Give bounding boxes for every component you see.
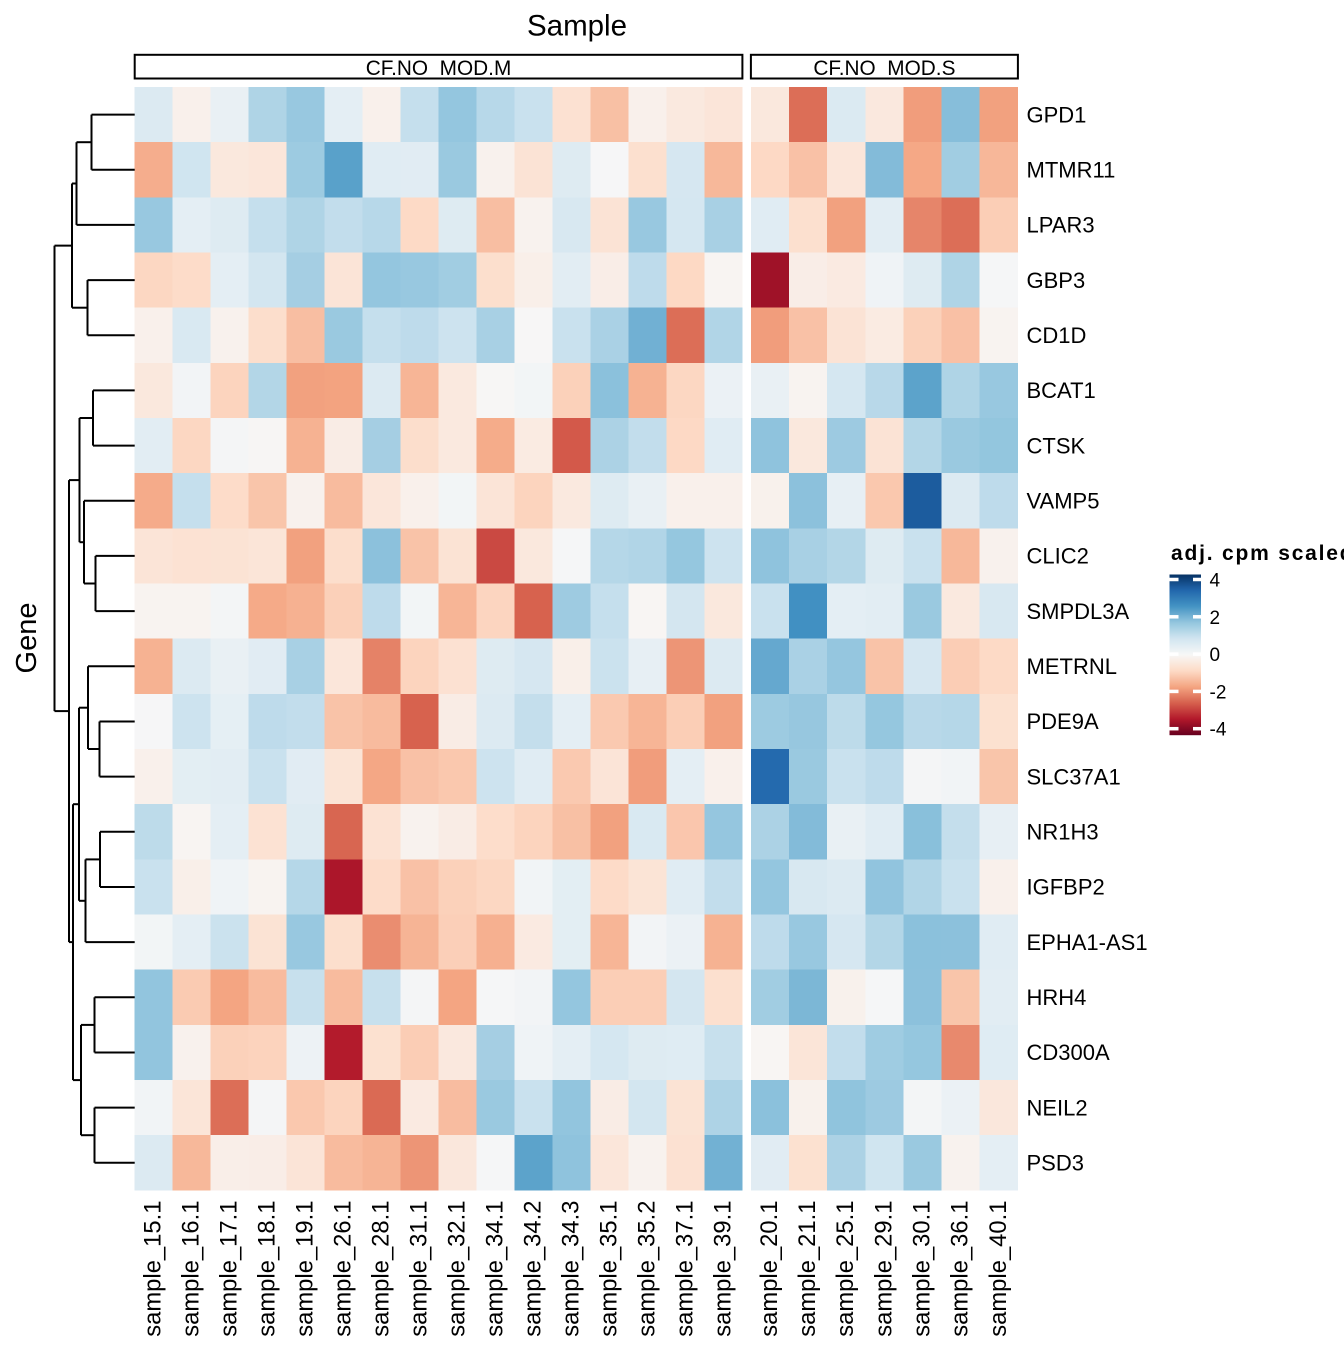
svg-text:IGFBP2: IGFBP2 bbox=[1027, 875, 1105, 900]
svg-text:sample_16.1: sample_16.1 bbox=[178, 1201, 205, 1337]
svg-text:0: 0 bbox=[1210, 645, 1221, 666]
svg-text:CF.NO MOD.M: CF.NO MOD.M bbox=[366, 57, 512, 80]
svg-text:sample_32.1: sample_32.1 bbox=[444, 1201, 471, 1337]
svg-text:BCAT1: BCAT1 bbox=[1027, 378, 1096, 403]
svg-text:VAMP5: VAMP5 bbox=[1027, 489, 1100, 514]
svg-text:4: 4 bbox=[1210, 571, 1221, 592]
svg-text:PDE9A: PDE9A bbox=[1027, 709, 1099, 734]
svg-text:CLIC2: CLIC2 bbox=[1027, 544, 1089, 569]
svg-text:sample_39.1: sample_39.1 bbox=[709, 1201, 736, 1337]
svg-text:sample_34.1: sample_34.1 bbox=[482, 1201, 509, 1337]
svg-text:-4: -4 bbox=[1210, 720, 1227, 741]
svg-text:CD1D: CD1D bbox=[1027, 323, 1087, 348]
svg-text:sample_15.1: sample_15.1 bbox=[140, 1201, 167, 1337]
svg-text:GBP3: GBP3 bbox=[1027, 268, 1086, 293]
svg-text:sample_35.2: sample_35.2 bbox=[633, 1201, 660, 1337]
svg-text:SMPDL3A: SMPDL3A bbox=[1027, 599, 1130, 624]
svg-text:HRH4: HRH4 bbox=[1027, 985, 1087, 1010]
svg-text:GPD1: GPD1 bbox=[1027, 102, 1087, 127]
svg-text:sample_21.1: sample_21.1 bbox=[794, 1201, 821, 1337]
svg-text:sample_17.1: sample_17.1 bbox=[216, 1201, 243, 1337]
svg-text:sample_31.1: sample_31.1 bbox=[406, 1201, 433, 1337]
svg-text:sample_26.1: sample_26.1 bbox=[330, 1201, 357, 1337]
svg-text:2: 2 bbox=[1210, 608, 1221, 629]
svg-text:-2: -2 bbox=[1210, 682, 1227, 703]
svg-text:SLC37A1: SLC37A1 bbox=[1027, 764, 1121, 789]
svg-text:EPHA1-AS1: EPHA1-AS1 bbox=[1027, 930, 1148, 955]
svg-text:PSD3: PSD3 bbox=[1027, 1151, 1084, 1176]
svg-text:METRNL: METRNL bbox=[1027, 654, 1117, 679]
svg-text:sample_19.1: sample_19.1 bbox=[292, 1201, 319, 1337]
svg-text:sample_29.1: sample_29.1 bbox=[870, 1201, 897, 1337]
svg-text:Sample: Sample bbox=[527, 10, 627, 43]
svg-text:Gene: Gene bbox=[11, 603, 43, 674]
svg-text:sample_20.1: sample_20.1 bbox=[756, 1201, 783, 1337]
svg-text:sample_25.1: sample_25.1 bbox=[832, 1201, 859, 1337]
svg-text:adj. cpm scaled: adj. cpm scaled bbox=[1171, 542, 1344, 565]
svg-text:sample_37.1: sample_37.1 bbox=[671, 1201, 698, 1337]
svg-text:CTSK: CTSK bbox=[1027, 433, 1086, 458]
svg-text:sample_30.1: sample_30.1 bbox=[909, 1201, 936, 1337]
svg-text:CF.NO MOD.S: CF.NO MOD.S bbox=[813, 57, 955, 80]
svg-text:sample_35.1: sample_35.1 bbox=[596, 1201, 623, 1337]
svg-text:sample_18.1: sample_18.1 bbox=[254, 1201, 281, 1337]
svg-text:sample_28.1: sample_28.1 bbox=[368, 1201, 395, 1337]
svg-text:sample_36.1: sample_36.1 bbox=[947, 1201, 974, 1337]
svg-text:MTMR11: MTMR11 bbox=[1027, 158, 1116, 183]
svg-text:sample_34.3: sample_34.3 bbox=[558, 1201, 585, 1337]
svg-text:NR1H3: NR1H3 bbox=[1027, 820, 1099, 845]
svg-text:sample_40.1: sample_40.1 bbox=[985, 1201, 1012, 1337]
svg-text:sample_34.2: sample_34.2 bbox=[520, 1201, 547, 1337]
svg-text:CD300A: CD300A bbox=[1027, 1040, 1110, 1065]
svg-text:LPAR3: LPAR3 bbox=[1027, 213, 1095, 238]
svg-text:NEIL2: NEIL2 bbox=[1027, 1095, 1088, 1120]
